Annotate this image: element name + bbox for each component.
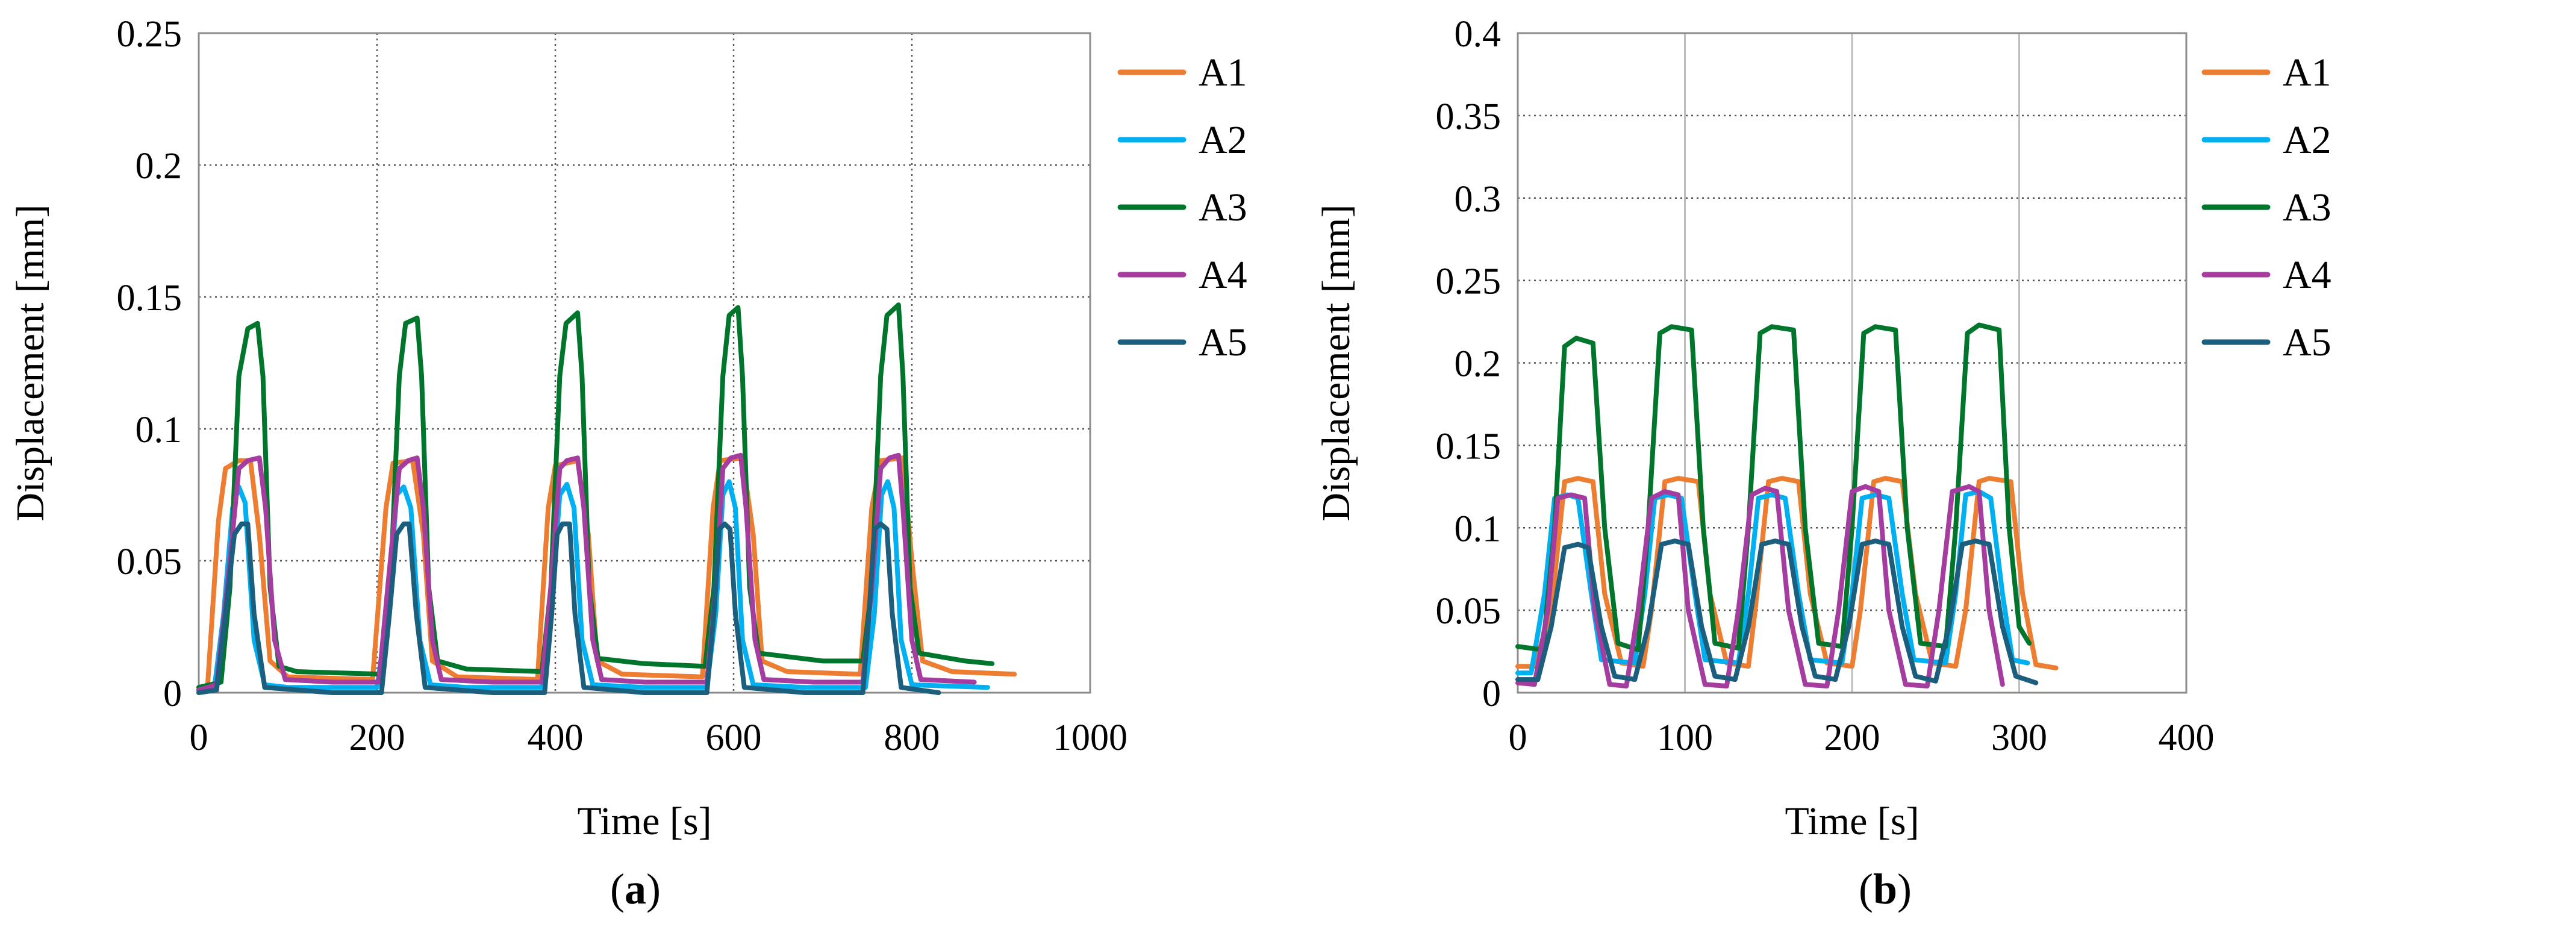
chart-a-caption-letter: a bbox=[625, 865, 646, 913]
chart-b-x-tick-label: 300 bbox=[1991, 717, 2047, 758]
chart-a-x-tick-label: 0 bbox=[190, 717, 208, 758]
chart-a-legend-label-a1: A1 bbox=[1199, 51, 1247, 95]
chart-b-legend-label-a5: A5 bbox=[2283, 320, 2331, 364]
chart-b-caption-letter: b bbox=[1873, 865, 1897, 913]
chart-b-x-tick-labels: 0 100 200 300 400 bbox=[1509, 717, 2215, 758]
chart-panel-a: 0 0.05 0.1 0.15 0.2 0.25 0 200 400 600 800 1000 Di… bbox=[8, 14, 1247, 913]
chart-a-y-tick-label: 0.25 bbox=[117, 14, 182, 55]
chart-a-legend-label-a3: A3 bbox=[1199, 186, 1247, 229]
chart-b-legend-label-a1: A1 bbox=[2283, 51, 2331, 95]
chart-a-y-axis-label: Displacement [mm] bbox=[8, 204, 52, 521]
chart-b-caption-open: ( bbox=[1859, 865, 1873, 913]
chart-b-plot-area bbox=[1517, 32, 2188, 694]
chart-a-legend-label-a4: A4 bbox=[1199, 253, 1247, 297]
chart-a-caption-close: ) bbox=[646, 865, 661, 913]
chart-b-legend-label-a2: A2 bbox=[2283, 118, 2331, 162]
chart-b-series-a4-line bbox=[1515, 484, 2005, 688]
chart-b-y-tick-label: 0.2 bbox=[1455, 344, 1502, 385]
chart-a-legend-label-a2: A2 bbox=[1199, 118, 1247, 162]
chart-a-caption-open: ( bbox=[610, 865, 625, 913]
chart-b-legend-label-a3: A3 bbox=[2283, 186, 2331, 229]
chart-b-caption: (b) bbox=[1859, 865, 1912, 913]
chart-b-y-tick-label: 0.15 bbox=[1436, 426, 1502, 467]
chart-b-x-tick-label: 400 bbox=[2159, 717, 2215, 758]
chart-b-series-a3-line bbox=[1515, 322, 2032, 652]
chart-a-y-tick-label: 0.05 bbox=[117, 542, 182, 582]
chart-a-x-tick-labels: 0 200 400 600 800 1000 bbox=[190, 717, 1128, 758]
chart-b-legend-label-a4: A4 bbox=[2283, 253, 2331, 297]
chart-a-caption: (a) bbox=[610, 865, 661, 913]
chart-b-y-tick-labels: 0 0.05 0.1 0.15 0.2 0.25 0.3 0.35 0.4 bbox=[1436, 14, 1502, 714]
chart-a-y-tick-label: 0.2 bbox=[136, 146, 182, 187]
chart-b-y-tick-label: 0.4 bbox=[1455, 14, 1502, 55]
chart-b-x-tick-label: 0 bbox=[1509, 717, 1527, 758]
chart-b-series-layer bbox=[1515, 322, 2059, 688]
chart-panel-b: 0 0.05 0.1 0.15 0.2 0.25 0.3 0.35 0.4 0 100 200 300… bbox=[1314, 14, 2331, 913]
chart-b-caption-close: ) bbox=[1897, 865, 1912, 913]
chart-b-y-tick-label: 0.35 bbox=[1436, 96, 1502, 137]
chart-a-x-tick-label: 200 bbox=[349, 717, 405, 758]
chart-a-y-tick-labels: 0 0.05 0.1 0.15 0.2 0.25 bbox=[117, 14, 182, 714]
chart-a-grid bbox=[199, 32, 1090, 693]
chart-a-x-axis-label: Time [s] bbox=[577, 799, 711, 843]
chart-b-y-tick-label: 0.05 bbox=[1436, 591, 1502, 632]
chart-b-y-tick-label: 0.3 bbox=[1455, 179, 1502, 220]
chart-a-y-tick-label: 0.15 bbox=[117, 278, 182, 319]
chart-a-plot-area bbox=[198, 32, 1091, 694]
chart-b-y-axis-label: Displacement [mm] bbox=[1314, 204, 1358, 521]
chart-b-y-tick-label: 0 bbox=[1482, 673, 1501, 714]
chart-b-x-tick-label: 200 bbox=[1824, 717, 1880, 758]
chart-a-y-tick-label: 0.1 bbox=[136, 410, 182, 451]
chart-b-y-tick-label: 0.1 bbox=[1455, 508, 1502, 549]
chart-b-y-tick-label: 0.25 bbox=[1436, 261, 1502, 302]
chart-b-series-a1-line bbox=[1515, 476, 2059, 670]
chart-b-legend: A1 A2 A3 A4 A5 bbox=[2201, 51, 2331, 364]
chart-a-x-tick-label: 600 bbox=[706, 717, 762, 758]
chart-a-series-layer bbox=[196, 302, 1017, 695]
chart-b-series-a5-line bbox=[1515, 538, 2039, 685]
chart-a-x-tick-label: 400 bbox=[528, 717, 584, 758]
chart-b-x-tick-label: 100 bbox=[1657, 717, 1713, 758]
chart-a-legend: A1 A2 A3 A4 A5 bbox=[1117, 51, 1247, 364]
chart-a-x-tick-label: 800 bbox=[884, 717, 940, 758]
chart-a-legend-label-a5: A5 bbox=[1199, 320, 1247, 364]
chart-b-x-axis-label: Time [s] bbox=[1785, 799, 1919, 843]
chart-a-y-tick-label: 0 bbox=[163, 673, 182, 714]
chart-a-series-a5-line bbox=[196, 521, 941, 695]
chart-a-x-tick-label: 1000 bbox=[1053, 717, 1127, 758]
